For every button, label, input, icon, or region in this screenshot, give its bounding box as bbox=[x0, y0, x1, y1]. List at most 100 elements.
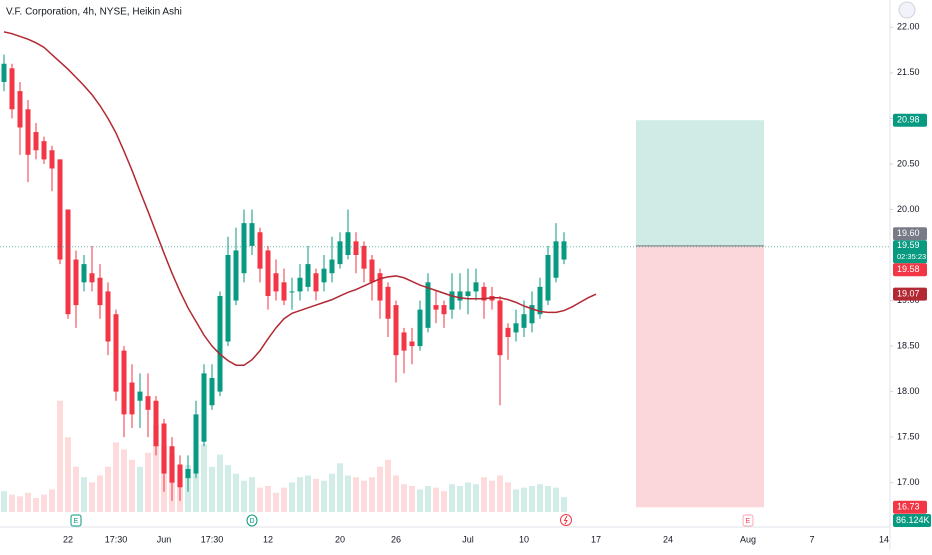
event-marker[interactable] bbox=[742, 514, 754, 527]
candle-body bbox=[417, 309, 423, 347]
candle-body bbox=[57, 159, 63, 260]
x-tick-label: 20 bbox=[335, 534, 345, 544]
candle-body bbox=[249, 223, 255, 246]
candle-body bbox=[41, 141, 47, 160]
volume-bar bbox=[305, 475, 311, 512]
candle-body bbox=[137, 391, 143, 401]
price-label: 16.73 bbox=[897, 502, 920, 512]
chart-title: V.F. Corporation, 4h, NYSE, Heikin Ashi bbox=[6, 7, 182, 18]
currency-icon[interactable] bbox=[898, 1, 916, 19]
candle-body bbox=[393, 305, 399, 356]
x-tick-label: 22 bbox=[63, 534, 73, 544]
volume-bar bbox=[385, 459, 391, 512]
candle-body bbox=[65, 209, 71, 315]
volume-bar bbox=[441, 491, 447, 512]
price-label-box bbox=[893, 227, 927, 241]
candle-body bbox=[473, 282, 479, 292]
volume-bar bbox=[377, 466, 383, 512]
volume-label: 86.124K bbox=[896, 515, 930, 525]
countdown: 02:35:23 bbox=[897, 252, 926, 261]
volume-bar bbox=[321, 480, 327, 512]
price-label-box bbox=[893, 500, 927, 514]
candle-body bbox=[257, 232, 263, 269]
volume-bar bbox=[209, 466, 215, 512]
volume-bar bbox=[393, 475, 399, 512]
candle-body bbox=[545, 255, 551, 301]
event-label[interactable]: D bbox=[249, 518, 254, 525]
volume-bar bbox=[105, 466, 111, 512]
volume-bar bbox=[369, 477, 375, 512]
price-label: 19.58 bbox=[897, 264, 920, 274]
volume-bar bbox=[241, 480, 247, 512]
volume-bar bbox=[129, 459, 135, 512]
event-marker[interactable] bbox=[246, 514, 258, 527]
price-label-box bbox=[893, 113, 927, 127]
candle-body bbox=[105, 291, 111, 342]
volume-bar bbox=[257, 487, 263, 512]
candle-body bbox=[353, 241, 359, 255]
event-label[interactable]: E bbox=[74, 518, 79, 525]
x-tick-label: 12 bbox=[263, 534, 273, 544]
candle-body bbox=[217, 295, 223, 392]
candle-body bbox=[297, 277, 303, 292]
candle-body bbox=[305, 264, 311, 287]
x-tick-label: 10 bbox=[519, 534, 529, 544]
candle-body bbox=[25, 109, 31, 155]
volume-bar bbox=[201, 444, 207, 512]
y-tick-label: 17.50 bbox=[897, 432, 920, 442]
volume-bar bbox=[145, 452, 151, 512]
candle-body bbox=[129, 382, 135, 415]
candle-body bbox=[153, 400, 159, 447]
volume-bar bbox=[537, 484, 543, 512]
candle-body bbox=[497, 300, 503, 356]
candle-body bbox=[409, 341, 415, 347]
candle-body bbox=[441, 305, 447, 315]
candle-body bbox=[481, 286, 487, 301]
x-tick-label: 17 bbox=[591, 534, 601, 544]
last-price-label: 19.59 bbox=[897, 240, 920, 250]
candle-body bbox=[209, 377, 215, 406]
candle-body bbox=[273, 273, 279, 292]
position-layer bbox=[636, 120, 764, 508]
event-marker[interactable] bbox=[70, 514, 82, 527]
volume-bar bbox=[73, 466, 79, 512]
volume-bar bbox=[497, 475, 503, 512]
y-tick-label: 20.50 bbox=[897, 158, 920, 168]
volume-bar bbox=[513, 489, 519, 512]
volume-bar bbox=[57, 400, 63, 512]
candle-body bbox=[89, 273, 95, 283]
candle-body bbox=[113, 314, 119, 392]
candle-body bbox=[9, 68, 15, 110]
y-tick-label: 17.00 bbox=[897, 477, 920, 487]
volume-label-box bbox=[893, 514, 931, 527]
event-label[interactable]: E bbox=[746, 518, 751, 525]
volume-bar bbox=[361, 480, 367, 512]
candle-body bbox=[345, 232, 351, 255]
price-label-box bbox=[893, 287, 927, 301]
moving-average bbox=[3, 31, 597, 366]
volume-bar bbox=[9, 494, 15, 512]
candle-body bbox=[513, 323, 519, 333]
volume-bar bbox=[89, 482, 95, 512]
volume-bar bbox=[337, 463, 343, 512]
volume-bar bbox=[521, 487, 527, 512]
volume-bar bbox=[465, 482, 471, 512]
volume-bar bbox=[49, 489, 55, 512]
candle-body bbox=[225, 255, 231, 342]
volume-bar bbox=[553, 487, 559, 512]
candle-body bbox=[241, 223, 247, 274]
volume-bar bbox=[457, 485, 463, 512]
price-label: 20.98 bbox=[897, 115, 920, 125]
candle-body bbox=[49, 150, 55, 169]
x-tick-label: 14 bbox=[879, 534, 889, 544]
volume-bar bbox=[281, 487, 287, 512]
candle-body bbox=[505, 327, 511, 337]
candle-body bbox=[121, 350, 127, 415]
candle-body bbox=[433, 305, 439, 310]
candle-body bbox=[313, 273, 319, 292]
candle-body bbox=[321, 268, 327, 283]
candle-body bbox=[385, 286, 391, 319]
y-tick-label: 21.50 bbox=[897, 67, 920, 77]
candle-body bbox=[529, 305, 535, 324]
